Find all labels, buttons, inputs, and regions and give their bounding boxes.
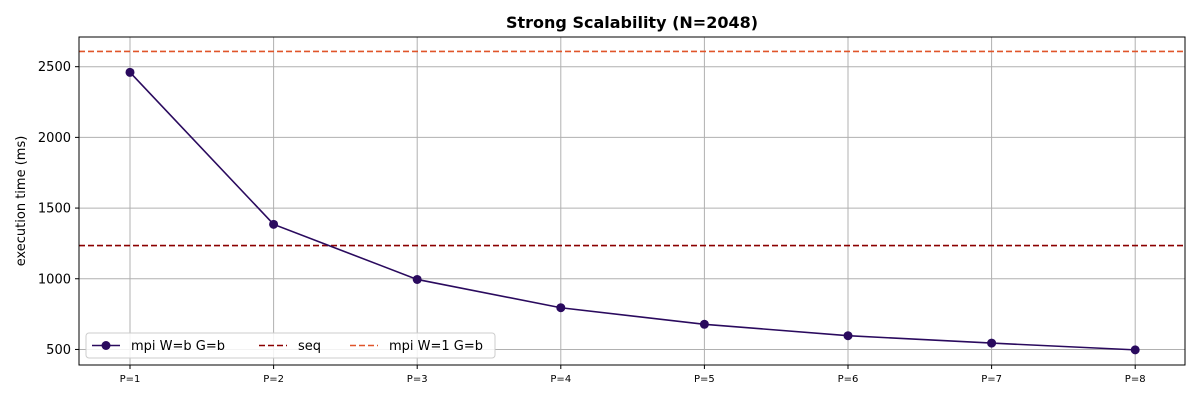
data-point <box>125 67 135 77</box>
series-line <box>129 71 1136 351</box>
chart-title: Strong Scalability (N=2048) <box>506 13 758 32</box>
x-ticks: P=1 P=2 P=3 P=4 P=5 P=6 P=7 P=8 <box>120 365 1146 385</box>
x-tick-label: P=5 <box>694 374 715 385</box>
reference-lines-layer <box>79 50 1185 247</box>
data-point <box>556 303 566 313</box>
x-tick-label: P=2 <box>263 374 284 385</box>
y-tick-label: 1000 <box>38 272 71 287</box>
data-point <box>699 319 709 329</box>
y-tick-label: 1500 <box>38 202 71 217</box>
legend-label: seq <box>298 339 321 354</box>
legend-box <box>85 332 496 359</box>
x-tick-label: P=1 <box>120 374 141 385</box>
series-layer <box>125 67 1140 355</box>
x-tick-label: P=7 <box>981 374 1002 385</box>
data-point <box>843 331 853 341</box>
data-point <box>269 219 279 229</box>
x-tick-label: P=4 <box>550 374 571 385</box>
y-axis-label: execution time (ms) <box>14 136 29 267</box>
legend-swatch-marker <box>101 341 111 350</box>
y-tick-label: 2500 <box>38 60 71 75</box>
x-tick-label: P=6 <box>838 374 859 385</box>
plot-frame <box>78 36 1186 366</box>
legend-label: mpi W=1 G=b <box>389 339 483 354</box>
x-tick-label: P=3 <box>407 374 428 385</box>
legend: mpi W=b G=b seq mpi W=1 G=b <box>85 332 496 359</box>
y-ticks: 500 1000 1500 2000 2500 <box>38 60 79 358</box>
grid-layer <box>79 37 1185 365</box>
legend-label: mpi W=b G=b <box>131 339 225 354</box>
data-point <box>1130 345 1140 355</box>
y-tick-label: 2000 <box>38 131 71 146</box>
x-tick-label: P=8 <box>1125 374 1146 385</box>
data-point <box>987 338 997 348</box>
data-point <box>412 274 422 284</box>
y-tick-label: 500 <box>46 343 71 358</box>
